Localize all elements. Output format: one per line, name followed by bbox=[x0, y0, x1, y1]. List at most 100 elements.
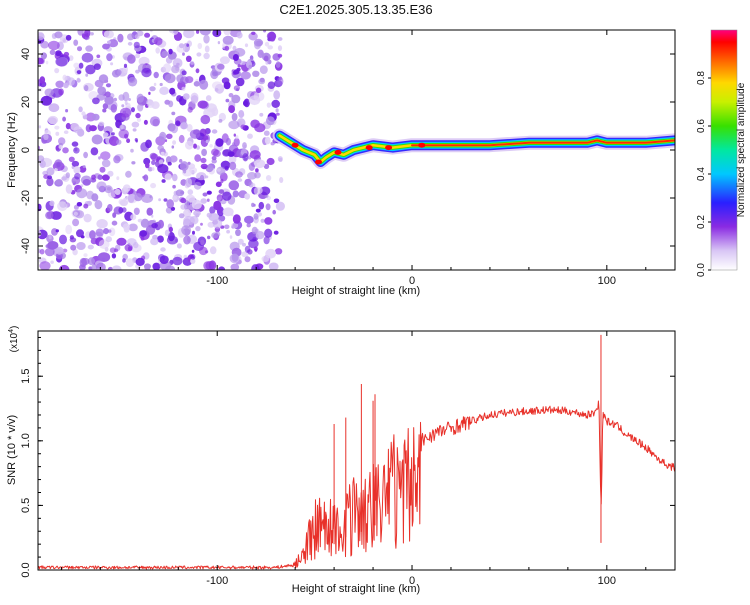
noise-blob bbox=[231, 113, 238, 121]
noise-blob bbox=[130, 214, 137, 221]
noise-blob bbox=[81, 52, 94, 63]
noise-blob bbox=[70, 122, 80, 131]
noise-blob bbox=[247, 133, 253, 139]
noise-blob bbox=[136, 118, 142, 122]
noise-blob bbox=[213, 200, 222, 211]
noise-blob bbox=[259, 112, 264, 117]
colorbar-gradient bbox=[710, 29, 738, 271]
noise-blob bbox=[243, 100, 248, 107]
noise-blob bbox=[76, 188, 88, 199]
noise-blob bbox=[133, 207, 140, 215]
noise-blob bbox=[161, 50, 169, 57]
noise-blob bbox=[145, 162, 150, 169]
noise-blob bbox=[46, 167, 55, 176]
noise-blob bbox=[240, 71, 251, 80]
noise-blob bbox=[125, 258, 134, 268]
noise-blob bbox=[63, 51, 70, 57]
noise-blob bbox=[102, 43, 110, 50]
noise-blob bbox=[93, 63, 101, 70]
noise-blob bbox=[101, 257, 106, 261]
noise-blob bbox=[73, 147, 80, 154]
noise-blob bbox=[265, 248, 277, 259]
noise-blob bbox=[134, 34, 140, 39]
noise-blob bbox=[54, 31, 63, 39]
noise-blob bbox=[130, 148, 134, 153]
noise-blob bbox=[100, 151, 111, 161]
noise-blob bbox=[45, 211, 54, 220]
noise-blob bbox=[73, 39, 79, 46]
noise-blob bbox=[182, 52, 185, 56]
spectral-ridge bbox=[272, 128, 675, 169]
noise-blob bbox=[72, 218, 80, 227]
y-tick-label: -20 bbox=[20, 190, 32, 206]
noise-blob bbox=[215, 181, 222, 188]
noise-blob bbox=[168, 226, 173, 233]
noise-blob bbox=[168, 100, 174, 108]
noise-blob bbox=[85, 73, 89, 77]
noise-blob bbox=[273, 90, 281, 100]
noise-blob bbox=[159, 131, 167, 142]
figure-title: C2E1.2025.305.13.35.E36 bbox=[279, 2, 432, 17]
noise-blob bbox=[137, 218, 143, 223]
noise-blob bbox=[194, 154, 202, 162]
noise-blob bbox=[105, 83, 112, 88]
noise-blob bbox=[71, 141, 79, 147]
noise-blob bbox=[137, 103, 144, 112]
noise-blob bbox=[207, 235, 211, 240]
noise-blob bbox=[47, 115, 59, 125]
noise-blob bbox=[178, 213, 185, 219]
noise-blob bbox=[148, 91, 151, 95]
noise-blob bbox=[143, 174, 149, 182]
noise-blob bbox=[179, 43, 184, 49]
noise-blob bbox=[176, 95, 183, 102]
noise-blob bbox=[210, 69, 219, 80]
noise-blob bbox=[171, 65, 180, 74]
snr-y-label: SNR (10 * v/v) bbox=[6, 415, 18, 485]
ridge-hotspot bbox=[334, 149, 342, 155]
noise-blob bbox=[254, 172, 261, 179]
y-tick-label: 0 bbox=[20, 147, 32, 153]
noise-blob bbox=[76, 77, 81, 83]
noise-blob bbox=[128, 223, 138, 232]
snr-multiplier: (x104) bbox=[8, 326, 20, 353]
noise-blob bbox=[172, 173, 178, 182]
noise-blob bbox=[113, 97, 118, 102]
noise-blob bbox=[40, 95, 53, 106]
noise-blob bbox=[246, 223, 251, 228]
noise-blob bbox=[232, 190, 239, 198]
noise-blob bbox=[264, 136, 271, 145]
noise-blob bbox=[73, 62, 80, 69]
noise-blob bbox=[96, 181, 107, 191]
noise-blob bbox=[127, 246, 133, 252]
x-tick-label: 100 bbox=[598, 575, 616, 587]
noise-blob bbox=[111, 265, 122, 270]
noise-blob bbox=[38, 145, 41, 151]
colorbar-ticks: 0.0 0.2 0.4 0.6 0.8 bbox=[696, 71, 711, 277]
noise-blob bbox=[255, 208, 261, 213]
noise-blob bbox=[190, 95, 199, 104]
noise-blob bbox=[192, 230, 195, 235]
noise-blob bbox=[251, 31, 256, 35]
noise-blob bbox=[105, 236, 113, 243]
noise-blob bbox=[169, 155, 178, 163]
noise-blob bbox=[150, 182, 157, 189]
noise-blob bbox=[153, 82, 157, 87]
noise-blob bbox=[235, 171, 243, 178]
noise-blob bbox=[258, 201, 265, 210]
noise-blob bbox=[212, 218, 223, 229]
noise-blob bbox=[157, 145, 164, 151]
noise-blob bbox=[151, 160, 156, 166]
noise-blob bbox=[193, 143, 197, 149]
x-tick-label: 0 bbox=[409, 575, 415, 587]
noise-blob bbox=[114, 188, 121, 195]
noise-blob bbox=[218, 119, 223, 123]
noise-blob bbox=[126, 138, 131, 143]
noise-blob bbox=[275, 61, 281, 68]
noise-blob bbox=[217, 197, 221, 202]
noise-blob bbox=[98, 239, 110, 249]
noise-blob bbox=[186, 43, 190, 47]
noise-blob bbox=[89, 125, 97, 132]
noise-blob bbox=[50, 260, 54, 264]
noise-blob bbox=[233, 69, 240, 75]
